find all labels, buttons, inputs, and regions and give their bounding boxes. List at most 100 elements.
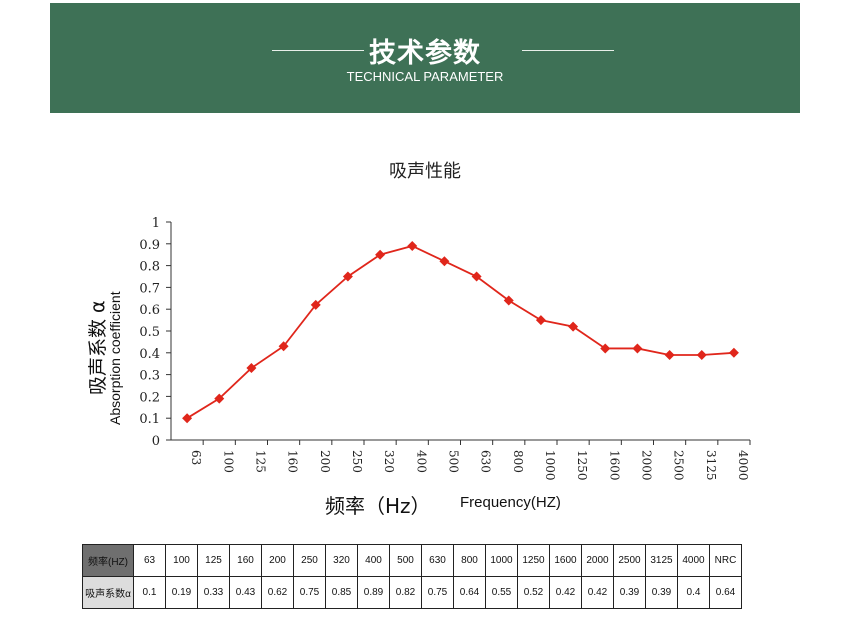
table-cell-coefficient: 0.19 — [165, 576, 198, 609]
table-cell-coefficient: 0.42 — [581, 576, 614, 609]
data-point — [278, 341, 289, 352]
data-point — [246, 363, 257, 374]
table-cell-coefficient: 0.75 — [421, 576, 454, 609]
x-tick-label: 320 — [382, 450, 396, 473]
table-cell-coefficient: 0.39 — [645, 576, 678, 609]
table-cell-coefficient: 0.75 — [293, 576, 326, 609]
y-tick-label: 1 — [152, 216, 160, 231]
data-point — [728, 347, 739, 358]
x-axis-label: 频率（Hz） — [325, 494, 431, 518]
table-cell-coefficient: 0.1 — [133, 576, 166, 609]
table-cell-frequency: 100 — [165, 544, 198, 577]
table-cell-coefficient: 0.39 — [613, 576, 646, 609]
table-cell-frequency: 4000 — [677, 544, 710, 577]
y-tick-label: 0.3 — [139, 369, 160, 384]
table-cell-frequency: 400 — [357, 544, 390, 577]
data-point — [407, 240, 418, 251]
row-header-coefficient: 吸声系数α — [82, 576, 134, 609]
divider-left — [272, 50, 364, 51]
data-point — [535, 315, 546, 326]
x-tick-label: 800 — [511, 450, 525, 473]
x-tick-label: 1250 — [575, 450, 589, 481]
table-cell-coefficient: 0.42 — [549, 576, 582, 609]
x-tick-label: 2000 — [639, 450, 653, 481]
x-tick-label: 100 — [221, 450, 235, 473]
data-point — [664, 349, 675, 360]
data-point — [182, 413, 193, 424]
series-line — [186, 245, 734, 419]
y-tick-label: 0.2 — [139, 390, 160, 405]
data-point — [342, 271, 353, 282]
table-cell-coefficient: 0.89 — [357, 576, 390, 609]
table-cell-frequency: 2000 — [581, 544, 614, 577]
table-cell-frequency: 630 — [421, 544, 454, 577]
data-point — [471, 271, 482, 282]
x-tick-label: 160 — [286, 450, 300, 473]
table-cell-frequency: 320 — [325, 544, 358, 577]
table-cell-frequency: 2500 — [613, 544, 646, 577]
table-cell-coefficient: 0.82 — [389, 576, 422, 609]
data-point — [310, 299, 321, 310]
table-cell-frequency: 160 — [229, 544, 262, 577]
table-cell-coefficient: 0.52 — [517, 576, 550, 609]
x-tick-label: 63 — [189, 450, 203, 465]
x-axis-label-en: Frequency(HZ) — [460, 494, 561, 511]
table-cell-coefficient: 0.62 — [261, 576, 294, 609]
table-cell-coefficient: 0.43 — [229, 576, 262, 609]
data-point — [375, 249, 386, 260]
header-banner: 技术参数 TECHNICAL PARAMETER — [50, 3, 800, 113]
table-cell-coefficient: 0.64 — [453, 576, 486, 609]
x-tick-label: 200 — [318, 450, 332, 473]
divider-right — [522, 50, 614, 51]
y-axis-label-en: Absorption coefficient — [107, 291, 123, 425]
table-cell-coefficient: 0.85 — [325, 576, 358, 609]
y-tick-label: 0.5 — [139, 325, 160, 340]
data-point — [632, 343, 643, 354]
x-tick-label: 400 — [414, 450, 428, 473]
y-tick-label: 0 — [152, 434, 160, 449]
y-tick-label: 0.4 — [139, 347, 160, 362]
x-tick-label: 250 — [350, 450, 364, 473]
parameter-table: 频率(HZ) 63 100 125 160 200 250 320 400 500 630 800 10… — [82, 544, 742, 609]
table-cell-frequency: 125 — [197, 544, 230, 577]
table-cell-frequency: 200 — [261, 544, 294, 577]
row-header-frequency: 频率(HZ) — [82, 544, 134, 577]
x-tick-label: 500 — [446, 450, 460, 473]
table-cell-frequency: 250 — [293, 544, 326, 577]
y-tick-label: 0.1 — [139, 412, 160, 427]
data-point — [439, 256, 450, 267]
x-tick-label: 3125 — [704, 450, 718, 481]
data-point — [568, 321, 579, 332]
table-cell-frequency: 800 — [453, 544, 486, 577]
x-tick-label: 1600 — [607, 450, 621, 481]
x-tick-label: 125 — [253, 450, 267, 473]
header-title: 技术参数 — [369, 38, 481, 69]
x-tick-label: 630 — [479, 450, 493, 473]
table-cell-frequency: 3125 — [645, 544, 678, 577]
table-cell-coefficient: 0.4 — [677, 576, 710, 609]
data-point — [696, 349, 707, 360]
table-cell-frequency: 1600 — [549, 544, 582, 577]
y-tick-label: 0.7 — [139, 281, 160, 296]
table-cell-frequency: 1250 — [517, 544, 550, 577]
table-cell-frequency: 500 — [389, 544, 422, 577]
table-cell-coefficient: 0.33 — [197, 576, 230, 609]
chart-title: 吸声性能 — [389, 161, 461, 182]
y-tick-label: 0.9 — [139, 238, 160, 253]
table-cell-coefficient: 0.64 — [709, 576, 742, 609]
x-tick-label: 2500 — [672, 450, 686, 481]
y-tick-label: 0.8 — [139, 260, 160, 275]
header-subtitle: TECHNICAL PARAMETER — [346, 69, 504, 84]
y-tick-label: 0.6 — [139, 303, 160, 318]
x-tick-label: 4000 — [736, 450, 750, 481]
data-point — [503, 295, 514, 306]
table-cell-frequency: NRC — [709, 544, 742, 577]
table-cell-frequency: 63 — [133, 544, 166, 577]
table-cell-coefficient: 0.55 — [485, 576, 518, 609]
y-axis-label: 吸声系数 α — [87, 300, 109, 395]
data-point — [600, 343, 611, 354]
data-point — [214, 393, 225, 404]
x-tick-label: 1000 — [543, 450, 557, 481]
table-cell-frequency: 1000 — [485, 544, 518, 577]
